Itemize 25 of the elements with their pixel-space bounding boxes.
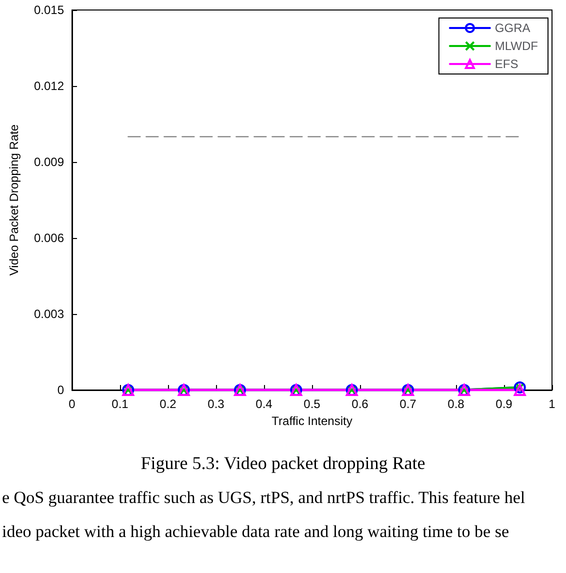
x-tick-label: 0.7 (400, 397, 417, 411)
x-tick-label: 0.4 (256, 397, 273, 411)
caption: Figure 5.3: Video packet dropping Rate (140, 453, 426, 474)
x-tick-label: 1 (548, 397, 556, 411)
x-tick-label: 0.5 (304, 397, 321, 411)
y-tick-label: 0.015 (34, 3, 64, 17)
x-tick-label: 0.9 (496, 397, 513, 411)
x-tick-label: 0.3 (208, 397, 225, 411)
legend-label: GGRA (494, 21, 530, 35)
y-tick-label: 0.006 (34, 231, 64, 245)
y-tick-label: 0.003 (34, 307, 64, 321)
y-tick-label: 0.012 (34, 79, 64, 93)
text: ideo packet with a high achievable data rate and long waiting time to be se (1, 522, 510, 542)
x-tick-label: 0.8 (448, 397, 465, 411)
x-axis-title: Traffic Intensity (272, 414, 352, 428)
x-tick-label: 0 (68, 397, 76, 411)
text: e QoS guarantee traffic such as UGS, rtPS, and nrtPS traffic. This feature hel (1, 488, 526, 508)
x-tick-label: 0.2 (160, 397, 177, 411)
x-tick-label: 0.1 (112, 397, 129, 411)
y-axis-title: Video Packet Dropping Rate (7, 124, 21, 276)
y-tick-label: 0 (57, 383, 64, 397)
x-tick-label: 0.6 (352, 397, 369, 411)
legend-label: MLWDF (494, 39, 538, 53)
legend-label: EFS (494, 57, 518, 71)
y-tick-label: 0.009 (34, 155, 64, 169)
